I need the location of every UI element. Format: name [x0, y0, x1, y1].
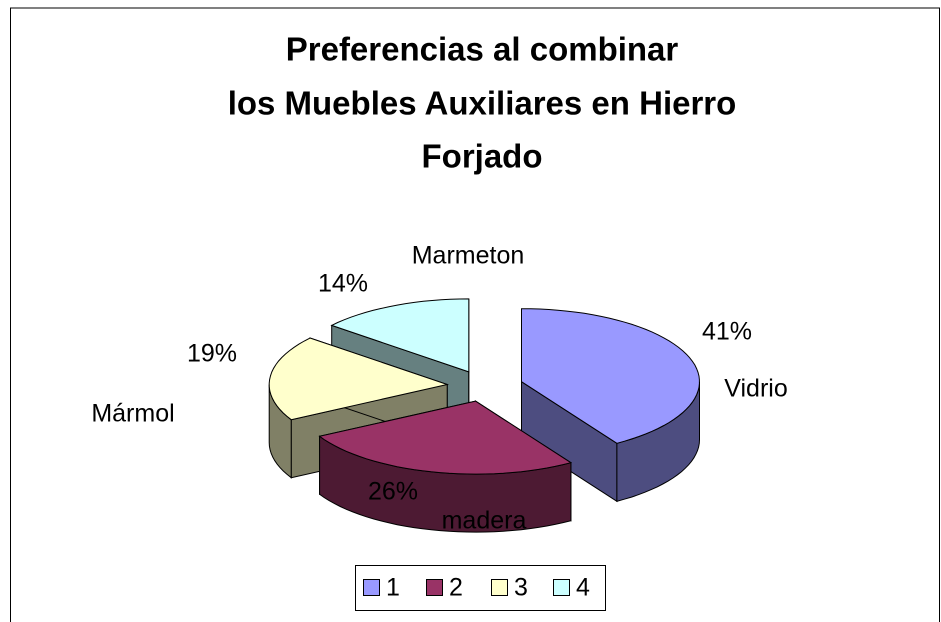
- legend-label: 1: [386, 574, 400, 602]
- chart-title: los Muebles Auxiliares en Hierro: [228, 85, 737, 122]
- category-label: Vidrio: [724, 375, 787, 403]
- slice: [330, 298, 470, 373]
- data-label: 19%: [187, 340, 237, 368]
- data-label: 26%: [368, 478, 418, 506]
- data-label: 41%: [702, 318, 752, 346]
- slice: [521, 308, 700, 444]
- chart-title: Forjado: [422, 138, 543, 175]
- legend-label: 4: [576, 574, 590, 602]
- category-label: Marmeton: [412, 242, 525, 270]
- legend-label: 2: [449, 574, 463, 602]
- legend-swatch: [426, 579, 443, 596]
- chart-title: Preferencias al combinar: [286, 31, 679, 68]
- slice: [318, 400, 573, 475]
- legend-label: 3: [514, 574, 528, 602]
- data-label: 14%: [318, 270, 368, 298]
- legend-swatch: [491, 579, 508, 596]
- category-label: madera: [442, 507, 527, 535]
- slice: [268, 337, 450, 421]
- category-label: Mármol: [91, 400, 174, 428]
- legend-swatch: [553, 579, 570, 596]
- slice: [521, 308, 700, 503]
- slice: [318, 400, 573, 533]
- legend-swatch: [363, 579, 380, 596]
